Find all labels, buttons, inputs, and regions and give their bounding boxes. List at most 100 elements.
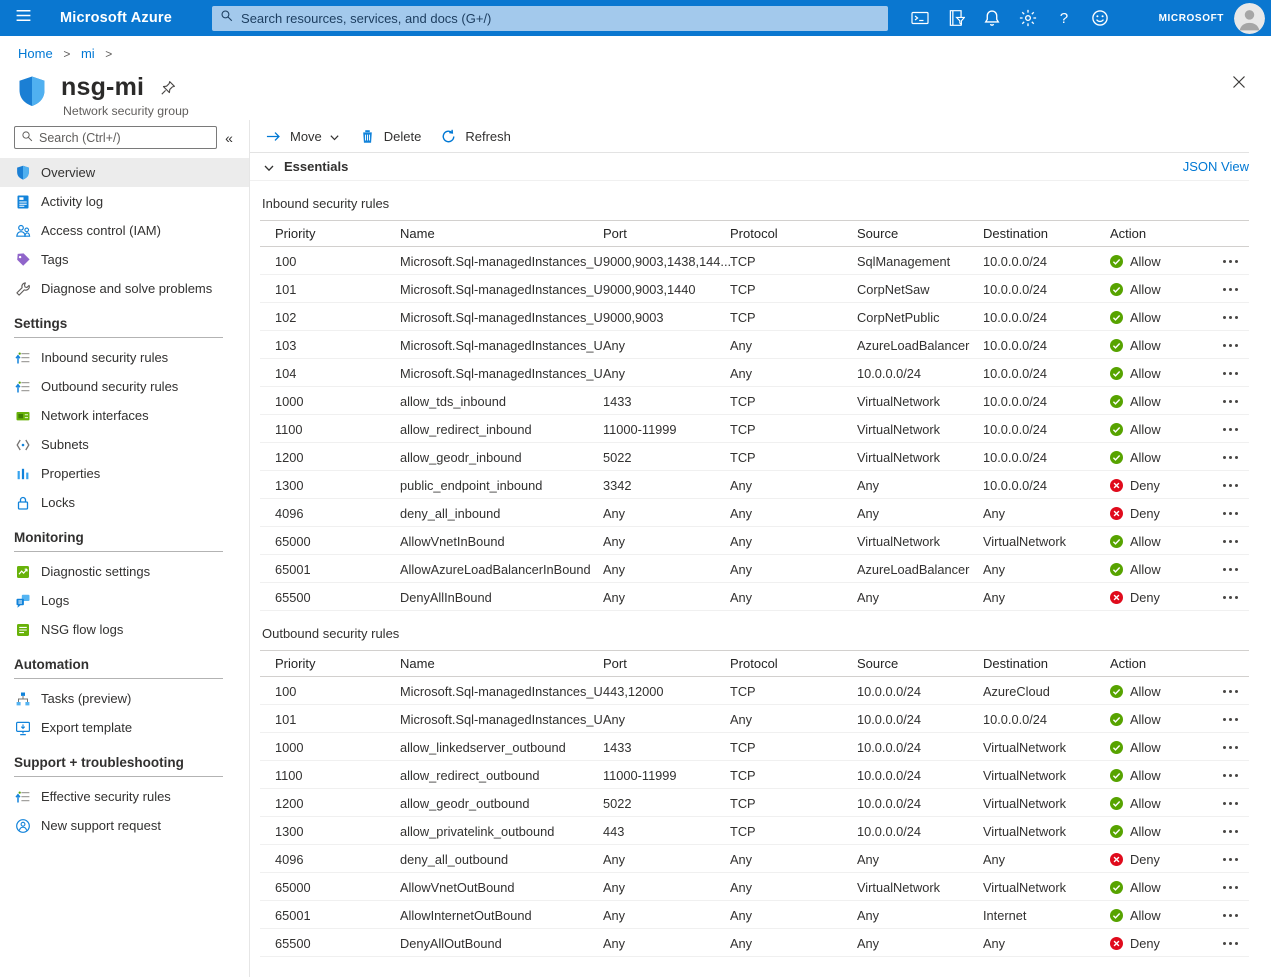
sidebar-item-tasks-preview[interactable]: Tasks (preview)	[0, 684, 249, 713]
rule-row-allowinternetoutbound-65001[interactable]: 65001 AllowInternetOutBound Any Any Any Inter…	[260, 901, 1249, 929]
menu-search-box[interactable]	[14, 126, 217, 149]
sidebar-item-subnets[interactable]: Subnets	[0, 430, 249, 459]
settings-button[interactable]	[1010, 0, 1046, 36]
cell-protocol: TCP	[730, 683, 756, 699]
ellipsis-icon	[1220, 443, 1241, 471]
action-label: Allow	[1130, 739, 1161, 755]
essentials-label[interactable]: Essentials	[284, 159, 349, 174]
rule-row-allow-redirect-outbound-1100[interactable]: 1100 allow_redirect_outbound 11000-11999 TC…	[260, 761, 1249, 789]
row-context-menu-button[interactable]	[1220, 331, 1255, 359]
rule-row-microsoft-sql-managedinstances-u-103[interactable]: 103 Microsoft.Sql-managedInstances_U... An…	[260, 331, 1249, 359]
sidebar-item-nsg-flow-logs[interactable]: NSG flow logs	[0, 615, 249, 644]
hamburger-menu-button[interactable]	[0, 0, 46, 36]
row-context-menu-button[interactable]	[1220, 443, 1255, 471]
row-context-menu-button[interactable]	[1220, 901, 1255, 929]
rule-row-microsoft-sql-managedinstances-u-104[interactable]: 104 Microsoft.Sql-managedInstances_U... An…	[260, 359, 1249, 387]
sidebar-item-new-support-request[interactable]: New support request	[0, 811, 249, 840]
rule-row-deny-all-outbound-4096[interactable]: 4096 deny_all_outbound Any Any Any Any Deny	[260, 845, 1249, 873]
rule-row-allow-tds-inbound-1000[interactable]: 1000 allow_tds_inbound 1433 TCP VirtualNetwo…	[260, 387, 1249, 415]
cell-action: Allow	[1110, 394, 1220, 409]
sidebar-item-outbound-security-rules[interactable]: Outbound security rules	[0, 372, 249, 401]
cloud-shell-button[interactable]	[902, 0, 938, 36]
collapse-sidebar-button[interactable]: «	[225, 129, 233, 146]
avatar[interactable]	[1234, 2, 1265, 34]
pin-icon[interactable]	[160, 80, 176, 96]
row-context-menu-button[interactable]	[1220, 761, 1255, 789]
rule-row-allow-geodr-inbound-1200[interactable]: 1200 allow_geodr_inbound 5022 TCP VirtualNet…	[260, 443, 1249, 471]
sidebar-item-diagnostic-settings[interactable]: Diagnostic settings	[0, 557, 249, 586]
rule-row-allow-geodr-outbound-1200[interactable]: 1200 allow_geodr_outbound 5022 TCP 10.0.0.0/…	[260, 789, 1249, 817]
rule-row-microsoft-sql-managedinstances-u-100[interactable]: 100 Microsoft.Sql-managedInstances_U... 90…	[260, 247, 1249, 275]
cell-name: Microsoft.Sql-managedInstances_U...	[400, 337, 603, 353]
feedback-button[interactable]	[1082, 0, 1118, 36]
rule-row-deny-all-inbound-4096[interactable]: 4096 deny_all_inbound Any Any Any Any Deny	[260, 499, 1249, 527]
rule-row-allow-redirect-inbound-1100[interactable]: 1100 allow_redirect_inbound 11000-11999 TCP…	[260, 415, 1249, 443]
inbound-rules-title: Inbound security rules	[262, 196, 390, 211]
row-context-menu-button[interactable]	[1220, 555, 1255, 583]
sidebar-item-inbound-security-rules[interactable]: Inbound security rules	[0, 343, 249, 372]
sidebar-item-access-control-iam[interactable]: Access control (IAM)	[0, 216, 249, 245]
close-blade-button[interactable]	[1231, 74, 1247, 90]
allow-check-icon	[1110, 562, 1123, 576]
rule-row-microsoft-sql-managedinstances-u-102[interactable]: 102 Microsoft.Sql-managedInstances_U... 90…	[260, 303, 1249, 331]
deny-x-icon	[1110, 936, 1123, 950]
rule-row-denyallinbound-65500[interactable]: 65500 DenyAllInBound Any Any Any Any Deny	[260, 583, 1249, 611]
row-context-menu-button[interactable]	[1220, 705, 1255, 733]
move-button[interactable]: Move	[256, 123, 350, 149]
sidebar-item-diagnose-and-solve-problems[interactable]: Diagnose and solve problems	[0, 274, 249, 303]
rule-row-microsoft-sql-managedinstances-u-101[interactable]: 101 Microsoft.Sql-managedInstances_U... 90…	[260, 275, 1249, 303]
cell-port: 443,12000	[603, 683, 664, 699]
global-search-input[interactable]	[241, 10, 881, 26]
breadcrumb-mi-link[interactable]: mi	[80, 46, 95, 61]
row-context-menu-button[interactable]	[1220, 527, 1255, 555]
cell-port: Any	[603, 935, 626, 951]
help-button[interactable]: ?	[1046, 0, 1082, 36]
row-context-menu-button[interactable]	[1220, 499, 1255, 527]
row-context-menu-button[interactable]	[1220, 583, 1255, 611]
row-context-menu-button[interactable]	[1220, 677, 1255, 705]
row-context-menu-button[interactable]	[1220, 303, 1255, 331]
row-context-menu-button[interactable]	[1220, 817, 1255, 845]
rule-row-microsoft-sql-managedinstances-u-100[interactable]: 100 Microsoft.Sql-managedInstances_U... 44…	[260, 677, 1249, 705]
row-context-menu-button[interactable]	[1220, 359, 1255, 387]
sidebar-item-logs[interactable]: Logs	[0, 586, 249, 615]
sidebar-item-activity-log[interactable]: Activity log	[0, 187, 249, 216]
row-context-menu-button[interactable]	[1220, 789, 1255, 817]
rule-row-allow-privatelink-outbound-1300[interactable]: 1300 allow_privatelink_outbound 443 TCP 10.0…	[260, 817, 1249, 845]
row-context-menu-button[interactable]	[1220, 845, 1255, 873]
directory-filter-button[interactable]	[938, 0, 974, 36]
sidebar-item-export-template[interactable]: Export template	[0, 713, 249, 742]
rule-row-allowvnetinbound-65000[interactable]: 65000 AllowVnetInBound Any Any VirtualNetwor…	[260, 527, 1249, 555]
sidebar-item-network-interfaces[interactable]: Network interfaces	[0, 401, 249, 430]
sidebar-item-locks[interactable]: Locks	[0, 488, 249, 517]
rule-row-public-endpoint-inbound-1300[interactable]: 1300 public_endpoint_inbound 3342 Any Any 10.…	[260, 471, 1249, 499]
global-search-box[interactable]	[212, 5, 889, 31]
rule-row-allowvnetoutbound-65000[interactable]: 65000 AllowVnetOutBound Any Any VirtualNetwo…	[260, 873, 1249, 901]
row-context-menu-button[interactable]	[1220, 471, 1255, 499]
delete-button[interactable]: Delete	[350, 123, 432, 149]
sidebar-item-tags[interactable]: Tags	[0, 245, 249, 274]
rule-row-allowazureloadbalancerinbound-65001[interactable]: 65001 AllowAzureLoadBalancerInBound Any Any…	[260, 555, 1249, 583]
json-view-link[interactable]: JSON View	[1182, 159, 1249, 174]
sidebar-item-effective-security-rules[interactable]: Effective security rules	[0, 782, 249, 811]
sidebar-item-overview[interactable]: Overview	[0, 158, 249, 187]
row-context-menu-button[interactable]	[1220, 275, 1255, 303]
refresh-button[interactable]: Refresh	[431, 123, 521, 149]
menu-search-input[interactable]	[39, 130, 210, 145]
row-context-menu-button[interactable]	[1220, 733, 1255, 761]
cell-action: Allow	[1110, 450, 1220, 465]
cell-priority: 103	[275, 337, 297, 353]
sidebar-item-properties[interactable]: Properties	[0, 459, 249, 488]
rule-row-denyalloutbound-65500[interactable]: 65500 DenyAllOutBound Any Any Any Any Deny	[260, 929, 1249, 957]
breadcrumb-home-link[interactable]: Home	[18, 46, 53, 61]
row-context-menu-button[interactable]	[1220, 873, 1255, 901]
chevron-down-icon[interactable]	[263, 161, 275, 173]
notifications-button[interactable]	[974, 0, 1010, 36]
row-context-menu-button[interactable]	[1220, 415, 1255, 443]
row-context-menu-button[interactable]	[1220, 387, 1255, 415]
allow-check-icon	[1110, 254, 1123, 268]
rule-row-allow-linkedserver-outbound-1000[interactable]: 1000 allow_linkedserver_outbound 1433 TCP 10…	[260, 733, 1249, 761]
row-context-menu-button[interactable]	[1220, 247, 1255, 275]
row-context-menu-button[interactable]	[1220, 929, 1255, 957]
rule-row-microsoft-sql-managedinstances-u-101[interactable]: 101 Microsoft.Sql-managedInstances_U... An…	[260, 705, 1249, 733]
